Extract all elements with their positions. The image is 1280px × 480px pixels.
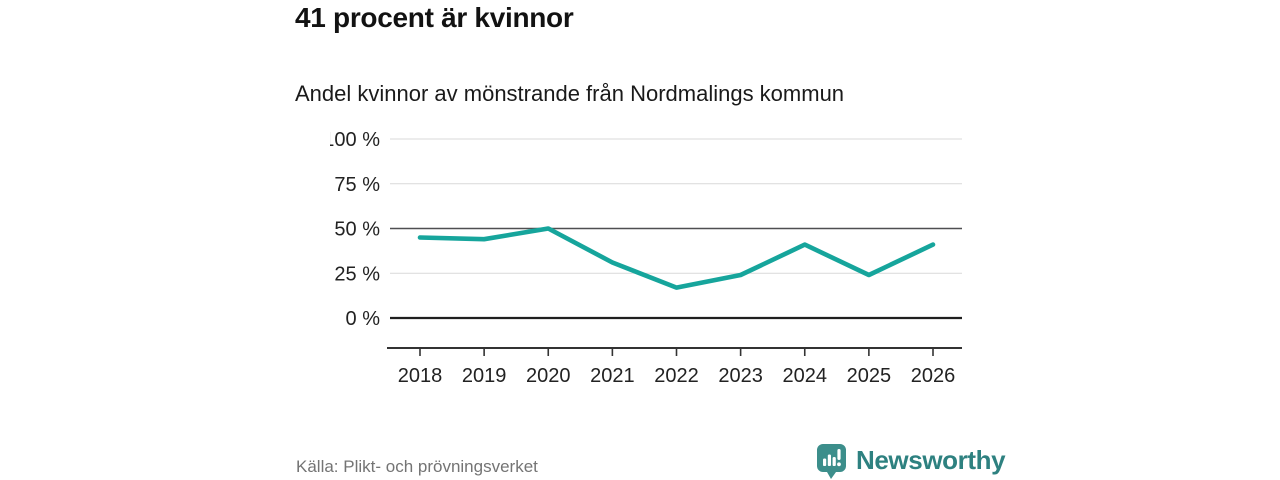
line-chart: 0 % 25 % 50 % 75 % 100 % 2018 2019 2020 2021 2022… <box>323 120 970 390</box>
x-axis-tick-label: 2020 <box>526 365 571 387</box>
x-axis-tick-label: 2019 <box>462 365 507 387</box>
line-chart-svg: 0 % 25 % 50 % 75 % 100 % 2018 2019 2020 2021 2022… <box>323 129 962 387</box>
newsworthy-logo: Newsworthy <box>816 443 1006 480</box>
x-axis-tick-label: 2025 <box>847 365 892 387</box>
data-line-series <box>417 226 936 290</box>
chart-subtitle: Andel kvinnor av mönstrande från Nordmal… <box>295 81 845 106</box>
source-note: Källa: Plikt- och prövningsverket <box>296 457 538 476</box>
x-axis-tick-label: 2021 <box>590 365 635 387</box>
y-axis-tick-label: 25 % <box>334 263 380 285</box>
x-axis-tick-label: 2024 <box>783 365 828 387</box>
y-axis-tick-label: 75 % <box>334 174 380 196</box>
x-axis-tick-label: 2022 <box>654 365 699 387</box>
y-axis-tick-label: 0 % <box>346 308 381 330</box>
newsworthy-logo-icon <box>817 444 846 479</box>
page-title: 41 procent är kvinnor <box>295 2 574 33</box>
x-axis-tick-label: 2026 <box>911 365 956 387</box>
newsworthy-logo-text: Newsworthy <box>856 444 1006 475</box>
x-axis-tick-label: 2023 <box>718 365 763 387</box>
y-axis-tick-label: 50 % <box>334 219 380 241</box>
x-axis-tick-label: 2018 <box>398 365 443 387</box>
y-axis-tick-label: 100 % <box>330 129 380 151</box>
